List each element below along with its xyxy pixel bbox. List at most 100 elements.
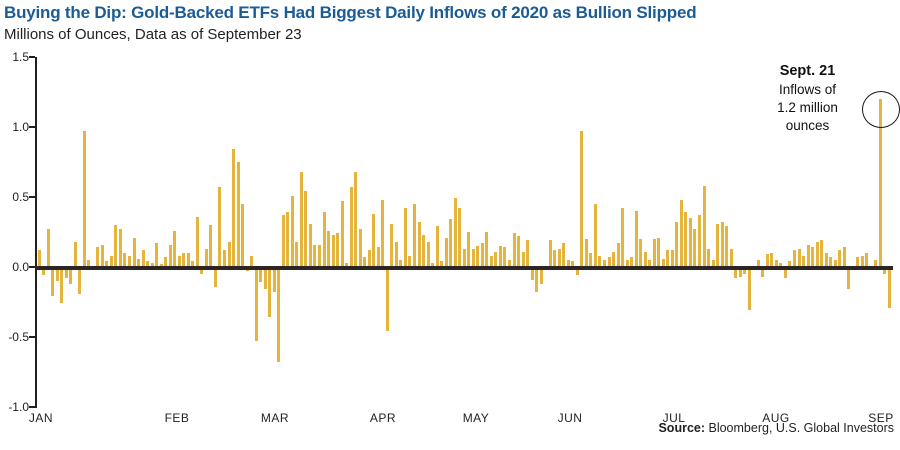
bar: [625, 260, 629, 267]
month-label-may: MAY: [462, 411, 490, 425]
bar: [856, 257, 860, 267]
bar: [666, 250, 670, 267]
bar: [109, 255, 113, 267]
bar: [60, 267, 64, 304]
bar: [838, 250, 842, 267]
bar: [793, 250, 796, 267]
bar: [340, 201, 344, 267]
bar: [847, 267, 851, 290]
bar: [648, 260, 652, 267]
bar: [462, 248, 466, 267]
bar: [756, 260, 760, 267]
bar: [132, 237, 136, 267]
month-label-feb: FEB: [164, 411, 190, 425]
bar: [440, 261, 444, 267]
bar: [331, 234, 335, 267]
bar: [259, 267, 263, 283]
bar: [444, 237, 448, 267]
bar: [290, 195, 294, 267]
bar: [73, 241, 77, 267]
bar: [431, 262, 435, 267]
bar: [204, 248, 208, 267]
bar: [471, 248, 475, 267]
bar: [263, 267, 267, 290]
bar: [164, 257, 168, 267]
bar: [806, 244, 810, 267]
bar: [521, 251, 525, 267]
bar: [458, 208, 462, 267]
bar: [557, 248, 561, 267]
bar: [512, 233, 516, 267]
bar: [725, 226, 729, 267]
month-label-sep: SEP: [868, 411, 894, 425]
bar: [345, 262, 349, 267]
bar: [530, 267, 534, 280]
bar: [702, 185, 706, 267]
bar: [87, 260, 91, 267]
bar: [336, 233, 340, 267]
bar: [114, 225, 118, 267]
bar: [222, 250, 226, 267]
bar: [69, 267, 73, 284]
bar: [304, 191, 308, 267]
bar: [874, 260, 878, 267]
bar: [42, 267, 46, 276]
bar: [268, 267, 272, 318]
bar: [802, 255, 806, 267]
bar: [738, 267, 742, 277]
bar: [842, 247, 846, 267]
bar: [317, 244, 321, 267]
y-tick: [29, 266, 35, 268]
bar: [829, 257, 833, 267]
y-tick-label: 1.5: [12, 50, 29, 64]
bar: [553, 250, 557, 267]
bar: [797, 248, 801, 267]
bar: [652, 239, 656, 267]
annotation-heading: Sept. 21: [779, 63, 836, 79]
chart-subtitle: Millions of Ounces, Data as of September…: [4, 26, 302, 43]
bar: [643, 251, 647, 267]
bar: [878, 99, 882, 267]
bar: [118, 229, 122, 267]
chart-title: Buying the Dip: Gold-Backed ETFs Had Big…: [4, 3, 697, 22]
bar: [123, 253, 127, 267]
bar: [824, 253, 828, 267]
bar: [281, 215, 285, 267]
bar: [734, 267, 738, 279]
bar: [213, 267, 217, 287]
bar: [566, 260, 570, 267]
y-tick-label: 0.0: [12, 260, 29, 274]
bar: [584, 239, 588, 267]
bar: [507, 260, 511, 267]
bar: [616, 243, 620, 267]
bar: [765, 254, 769, 267]
bar: [815, 241, 819, 267]
bar: [385, 267, 389, 332]
bar: [64, 267, 68, 279]
bar: [788, 261, 792, 267]
bar: [250, 255, 254, 267]
bar: [182, 253, 186, 267]
bar: [729, 248, 733, 267]
bar: [322, 212, 326, 267]
bar: [254, 267, 258, 342]
y-tick-label: 1.0: [12, 120, 29, 134]
bar: [820, 240, 824, 267]
bar: [236, 162, 240, 267]
bar: [707, 248, 711, 267]
bar: [381, 199, 385, 267]
bar: [367, 250, 371, 267]
annotation-block: Sept. 21 Inflows of 1.2 million ounces: [740, 62, 875, 135]
bar: [313, 244, 317, 267]
bar: [150, 262, 154, 267]
annotation-line: Inflows of: [778, 82, 837, 97]
highlight-circle: [862, 90, 900, 128]
month-label-jan: JAN: [28, 411, 54, 425]
bar: [621, 208, 625, 267]
bar: [693, 229, 697, 267]
bar: [195, 216, 199, 267]
bar: [218, 187, 222, 267]
bar: [232, 149, 236, 267]
bar: [417, 222, 421, 267]
bar: [639, 239, 643, 267]
